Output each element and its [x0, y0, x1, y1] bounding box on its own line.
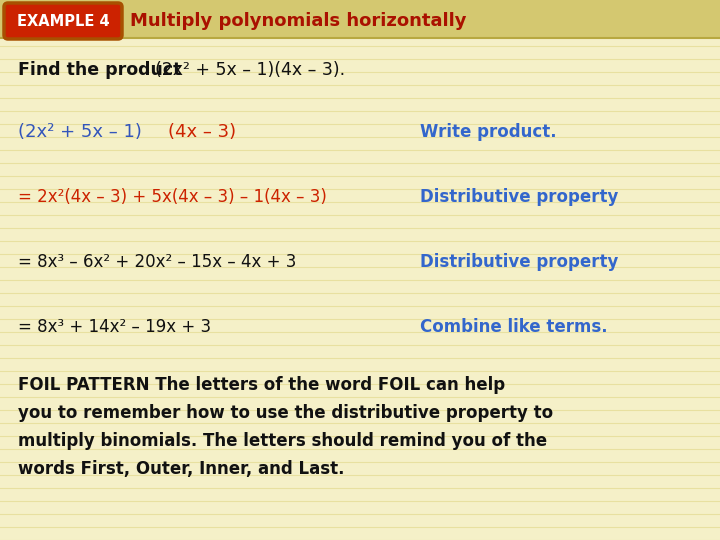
Text: Multiply polynomials horizontally: Multiply polynomials horizontally — [130, 12, 467, 30]
Text: = 8x³ + 14x² – 19x + 3: = 8x³ + 14x² – 19x + 3 — [18, 318, 211, 336]
FancyBboxPatch shape — [4, 3, 122, 39]
Text: (4x – 3): (4x – 3) — [168, 123, 236, 141]
Text: Distributive property: Distributive property — [420, 253, 618, 271]
Text: FOIL PATTERN The letters of the word FOIL can help: FOIL PATTERN The letters of the word FOI… — [18, 376, 505, 394]
Text: = 2x²(4x – 3) + 5x(4x – 3) – 1(4x – 3): = 2x²(4x – 3) + 5x(4x – 3) – 1(4x – 3) — [18, 188, 327, 206]
Text: = 8x³ – 6x² + 20x² – 15x – 4x + 3: = 8x³ – 6x² + 20x² – 15x – 4x + 3 — [18, 253, 297, 271]
Text: Find the product: Find the product — [18, 61, 187, 79]
Text: (2x² + 5x – 1)(4x – 3).: (2x² + 5x – 1)(4x – 3). — [155, 61, 345, 79]
Text: Write product.: Write product. — [420, 123, 557, 141]
Text: EXAMPLE 4: EXAMPLE 4 — [17, 14, 109, 29]
Text: you to remember how to use the distributive property to: you to remember how to use the distribut… — [18, 404, 553, 422]
Polygon shape — [0, 0, 720, 38]
Text: words First, Outer, Inner, and Last.: words First, Outer, Inner, and Last. — [18, 460, 344, 478]
Text: multiply binomials. The letters should remind you of the: multiply binomials. The letters should r… — [18, 432, 547, 450]
Text: Distributive property: Distributive property — [420, 188, 618, 206]
Text: (2x² + 5x – 1): (2x² + 5x – 1) — [18, 123, 142, 141]
Text: Combine like terms.: Combine like terms. — [420, 318, 608, 336]
